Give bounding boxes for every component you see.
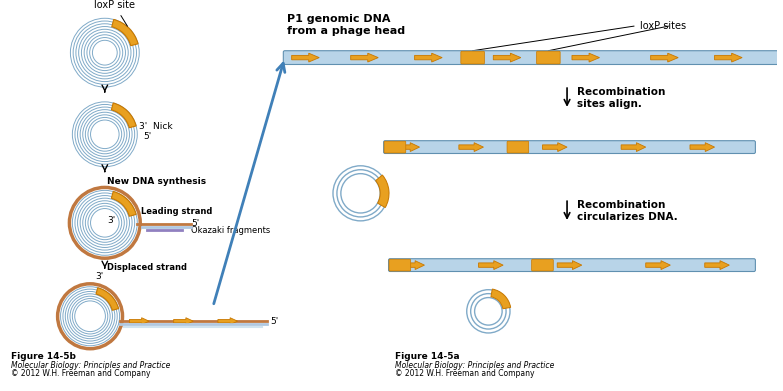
Text: 5': 5' bbox=[191, 219, 200, 228]
Polygon shape bbox=[705, 261, 729, 269]
Polygon shape bbox=[415, 53, 442, 62]
FancyBboxPatch shape bbox=[536, 51, 560, 64]
Polygon shape bbox=[646, 261, 670, 269]
Wedge shape bbox=[111, 192, 136, 216]
FancyBboxPatch shape bbox=[283, 51, 778, 65]
Text: loxP sites: loxP sites bbox=[640, 21, 687, 31]
Polygon shape bbox=[292, 53, 319, 62]
Polygon shape bbox=[543, 143, 567, 152]
Polygon shape bbox=[400, 261, 424, 269]
Text: 5': 5' bbox=[270, 317, 278, 326]
Polygon shape bbox=[651, 53, 678, 62]
Text: Recombination
sites align.: Recombination sites align. bbox=[577, 87, 666, 109]
Polygon shape bbox=[557, 261, 582, 269]
Circle shape bbox=[71, 101, 139, 168]
Circle shape bbox=[71, 189, 139, 256]
Polygon shape bbox=[715, 53, 742, 62]
Polygon shape bbox=[351, 53, 378, 62]
Text: 3'  Nick: 3' Nick bbox=[139, 122, 173, 131]
Text: Okazaki fragments: Okazaki fragments bbox=[191, 226, 271, 235]
Polygon shape bbox=[174, 318, 193, 325]
Wedge shape bbox=[491, 289, 511, 309]
Text: P1 genomic DNA
from a phage head: P1 genomic DNA from a phage head bbox=[287, 14, 405, 36]
Wedge shape bbox=[112, 20, 138, 46]
Text: Recombination
circularizes DNA.: Recombination circularizes DNA. bbox=[577, 200, 677, 222]
Text: Figure 14-5a: Figure 14-5a bbox=[395, 352, 460, 361]
Text: 5': 5' bbox=[143, 132, 151, 141]
Text: 3': 3' bbox=[106, 216, 115, 225]
FancyBboxPatch shape bbox=[388, 259, 756, 271]
Wedge shape bbox=[96, 288, 118, 310]
Text: © 2012 W.H. Freeman and Company: © 2012 W.H. Freeman and Company bbox=[395, 369, 535, 378]
Polygon shape bbox=[690, 143, 715, 152]
Text: Molecular Biology: Principles and Practice: Molecular Biology: Principles and Practi… bbox=[12, 361, 171, 369]
FancyBboxPatch shape bbox=[384, 141, 406, 153]
FancyBboxPatch shape bbox=[507, 141, 529, 153]
Text: © 2012 W.H. Freeman and Company: © 2012 W.H. Freeman and Company bbox=[12, 369, 151, 378]
FancyBboxPatch shape bbox=[532, 259, 554, 271]
FancyBboxPatch shape bbox=[461, 51, 485, 64]
Circle shape bbox=[60, 286, 121, 347]
Wedge shape bbox=[111, 103, 136, 128]
Polygon shape bbox=[459, 143, 483, 152]
Text: 3': 3' bbox=[95, 272, 103, 281]
Polygon shape bbox=[478, 261, 503, 269]
Polygon shape bbox=[218, 318, 237, 325]
Text: loxP site: loxP site bbox=[94, 0, 135, 26]
FancyBboxPatch shape bbox=[389, 259, 410, 271]
Polygon shape bbox=[129, 318, 149, 325]
Polygon shape bbox=[621, 143, 646, 152]
Text: Displaced strand: Displaced strand bbox=[106, 263, 187, 272]
Polygon shape bbox=[493, 53, 521, 62]
Text: Figure 14-5b: Figure 14-5b bbox=[12, 352, 76, 361]
Circle shape bbox=[70, 17, 140, 88]
Text: New DNA synthesis: New DNA synthesis bbox=[106, 177, 206, 186]
Polygon shape bbox=[572, 53, 600, 62]
Wedge shape bbox=[376, 175, 389, 208]
FancyBboxPatch shape bbox=[384, 141, 756, 154]
Text: Leading strand: Leading strand bbox=[141, 206, 212, 215]
Text: Molecular Biology: Principles and Practice: Molecular Biology: Principles and Practi… bbox=[395, 361, 554, 369]
Polygon shape bbox=[395, 143, 420, 152]
